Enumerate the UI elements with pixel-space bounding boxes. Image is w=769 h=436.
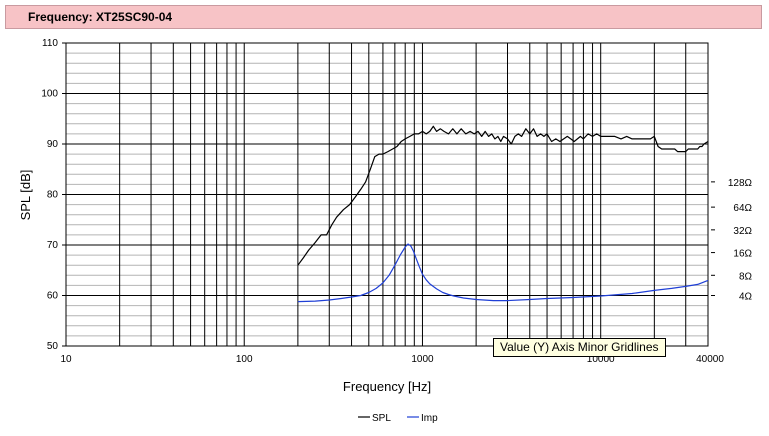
impedance-tick-label: 16Ω: [733, 249, 752, 260]
y-tick-label: 70: [47, 240, 59, 251]
impedance-axis: 4Ω 8Ω 16Ω 32Ω 64Ω 128Ω: [711, 178, 753, 303]
impedance-tick-label: 32Ω: [733, 226, 752, 237]
impedance-tick-label: 128Ω: [728, 178, 753, 189]
y-axis-ticks: 50 60 70 80 90 100 110: [41, 38, 66, 352]
legend-label-spl: SPL: [372, 413, 391, 424]
x-tick-label: 1000: [411, 354, 434, 365]
legend: SPL Imp: [358, 413, 438, 424]
data-series: [297, 125, 709, 303]
y-axis-label: SPL [dB]: [18, 170, 33, 221]
legend-label-imp: Imp: [421, 413, 438, 424]
y-tick-label: 60: [47, 291, 59, 302]
chart-title: Frequency: XT25SC90-04: [28, 10, 173, 24]
x-axis-ticks: 10 100 1000 10000 40000: [60, 354, 724, 365]
impedance-tick-label: 8Ω: [739, 271, 753, 282]
chart-title-bar: Frequency: XT25SC90-04: [5, 5, 762, 29]
y-tick-label: 50: [47, 341, 59, 352]
y-tick-label: 110: [42, 38, 58, 49]
impedance-tick-label: 64Ω: [733, 203, 752, 214]
x-tick-label: 100: [236, 354, 253, 365]
y-tick-label: 100: [41, 89, 58, 100]
x-tick-label: 10000: [587, 354, 615, 365]
major-gridlines: [66, 43, 708, 346]
series-line-spl: [297, 125, 709, 266]
x-tick-label: 10: [60, 354, 72, 365]
y-tick-label: 90: [47, 139, 59, 150]
series-line-imp: [297, 243, 709, 303]
impedance-tick-label: 4Ω: [739, 292, 753, 303]
x-axis-label: Frequency [Hz]: [343, 379, 431, 394]
y-tick-label: 80: [47, 190, 59, 201]
x-tick-label: 40000: [696, 354, 724, 365]
gridline-tooltip: Value (Y) Axis Minor Gridlines: [493, 338, 666, 357]
